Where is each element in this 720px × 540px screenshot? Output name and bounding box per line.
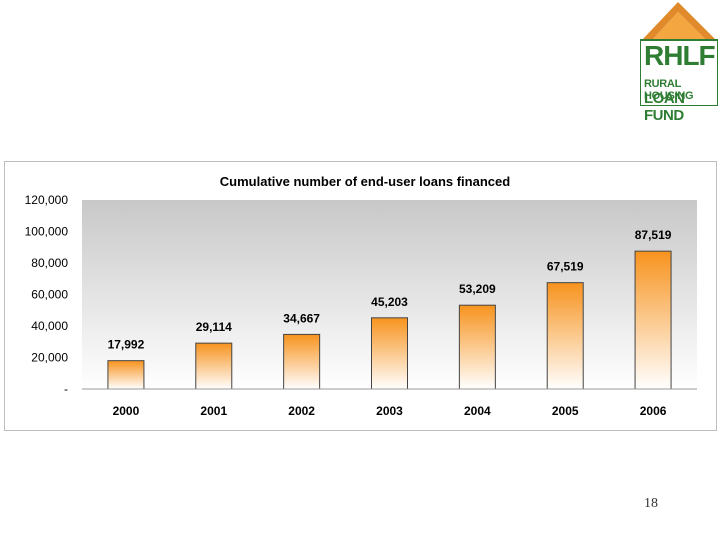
- y-tick-label: 20,000: [31, 351, 68, 365]
- logo-name: RHLF: [644, 40, 716, 71]
- y-tick-label: 80,000: [31, 256, 68, 270]
- bar: [107, 360, 145, 390]
- x-tick-label: 2005: [552, 404, 579, 418]
- y-tick-label: 40,000: [31, 319, 68, 333]
- x-tick-label: 2003: [376, 404, 403, 418]
- bar: [458, 304, 496, 390]
- x-tick-label: 2001: [200, 404, 227, 418]
- data-label: 29,114: [196, 320, 232, 334]
- bar: [283, 333, 321, 390]
- bar: [195, 342, 233, 390]
- bar: [546, 282, 584, 390]
- logo-line-1: RURAL HOUSING: [644, 78, 694, 102]
- x-tick-label: 2006: [640, 404, 667, 418]
- chart-panel: Cumulative number of end-user loans fina…: [4, 161, 717, 431]
- rhlf-logo: RHLF RURAL HOUSING LOAN FUND: [640, 2, 718, 124]
- chart-title: Cumulative number of end-user loans fina…: [220, 174, 510, 189]
- x-tick-label: 2000: [113, 404, 140, 418]
- page-number: 18: [644, 496, 658, 511]
- y-tick-label: -: [64, 382, 68, 396]
- data-label: 45,203: [371, 295, 408, 309]
- house-roof-icon: [640, 2, 718, 106]
- bar: [371, 317, 408, 390]
- bar: [634, 250, 672, 390]
- logo-line-2: LOAN FUND: [644, 90, 685, 124]
- y-tick-label: 60,000: [31, 288, 68, 302]
- y-tick-label: 120,000: [25, 193, 69, 207]
- x-tick-label: 2004: [464, 404, 491, 418]
- data-label: 53,209: [459, 282, 496, 296]
- x-tick-label: 2002: [288, 404, 315, 418]
- bar-chart: Cumulative number of end-user loans fina…: [25, 174, 697, 418]
- data-label: 67,519: [547, 260, 584, 274]
- data-label: 87,519: [635, 228, 672, 242]
- y-tick-label: 100,000: [25, 225, 69, 239]
- data-label: 34,667: [283, 311, 320, 325]
- data-label: 17,992: [108, 338, 145, 352]
